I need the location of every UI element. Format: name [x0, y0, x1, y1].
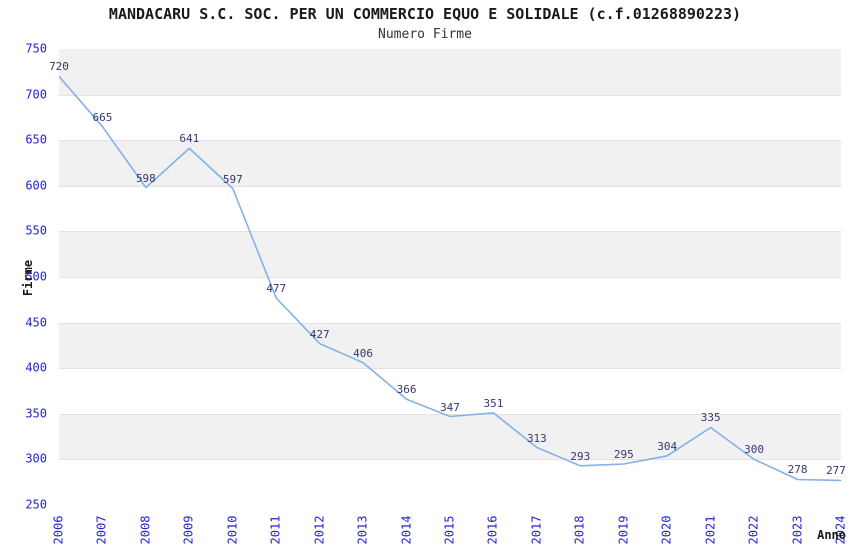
y-tick-label: 350	[25, 406, 47, 421]
point-label: 598	[135, 171, 156, 185]
gridline	[59, 185, 841, 187]
y-tick-label: 500	[25, 269, 47, 284]
x-tick-label: 2016	[485, 515, 500, 545]
gridline	[59, 413, 841, 415]
point-label: 477	[266, 281, 287, 295]
point-label: 641	[179, 132, 200, 146]
point-label: 295	[613, 447, 634, 461]
point-label: 347	[440, 400, 460, 414]
gridline	[59, 94, 841, 96]
y-tick-label: 700	[25, 87, 47, 101]
data-line-layer	[59, 75, 841, 482]
point-label: 304	[657, 439, 678, 453]
data-line	[59, 75, 841, 482]
x-tick-label: 2006	[51, 515, 66, 545]
x-tick-label: 2009	[181, 515, 196, 545]
point-label: 335	[700, 411, 721, 425]
y-tick-label: 300	[25, 451, 47, 466]
x-tick-label: 2017	[529, 515, 544, 545]
point-label: 278	[787, 463, 808, 477]
x-axis-label: Anno	[817, 528, 846, 542]
grid-band	[59, 368, 841, 414]
x-tick-label: 2008	[138, 515, 153, 545]
x-tick-label: 2022	[746, 515, 761, 545]
chart-subtitle: Numero Firme	[378, 27, 472, 42]
x-tick-label: 2013	[355, 515, 370, 545]
x-tick-label: 2011	[268, 515, 283, 545]
x-tick-label: 2015	[442, 515, 457, 545]
x-tick-label: 2023	[789, 515, 804, 545]
x-tick-label: 2010	[225, 515, 240, 545]
gridline	[59, 459, 841, 461]
y-tick-label: 750	[25, 41, 47, 56]
x-tick-label: 2019	[616, 515, 631, 545]
point-label: 427	[309, 327, 330, 341]
point-label: 313	[526, 431, 547, 445]
gridline	[59, 277, 841, 278]
gridline	[59, 322, 841, 324]
x-tick-label: 2007	[94, 515, 109, 545]
x-tick-label: 2018	[572, 515, 587, 545]
grid-band	[59, 94, 841, 141]
y-tick-label: 650	[25, 132, 47, 147]
chart-title: MANDACARU S.C. SOC. PER UN COMMERCIO EQU…	[108, 5, 742, 23]
x-tick-label: 2021	[703, 515, 718, 545]
gridline	[59, 368, 841, 370]
gridline	[59, 231, 841, 233]
y-axis-label: Firme	[21, 259, 35, 297]
gridline	[59, 140, 841, 142]
y-tick-label: 450	[25, 315, 47, 329]
x-tick-label: 2014	[398, 515, 413, 545]
point-label: 665	[92, 110, 113, 124]
grid-band	[59, 49, 841, 95]
point-label: 351	[483, 396, 504, 410]
point-label: 720	[49, 60, 69, 74]
grid-band	[59, 322, 841, 369]
grid-band	[59, 231, 841, 277]
point-label: 406	[353, 346, 374, 360]
point-label: 597	[222, 172, 243, 186]
grid-band	[59, 185, 841, 232]
point-label: 366	[396, 383, 417, 397]
y-tick-label: 550	[25, 223, 47, 238]
grid-band	[59, 413, 841, 460]
point-label: 277	[826, 464, 846, 478]
y-tick-label: 600	[25, 178, 47, 193]
x-tick-label: 2012	[312, 515, 327, 545]
point-label: 293	[570, 449, 591, 463]
grid-band	[59, 277, 841, 323]
y-tick-label: 250	[25, 497, 47, 512]
plot-area: 720 665 598 641 597 477 427 406 366 347 351 313 293 2…	[49, 49, 846, 505]
y-tick-label: 400	[25, 360, 47, 375]
x-tick-label: 2020	[659, 515, 674, 545]
point-label: 300	[744, 443, 765, 457]
grid-band	[59, 459, 841, 505]
